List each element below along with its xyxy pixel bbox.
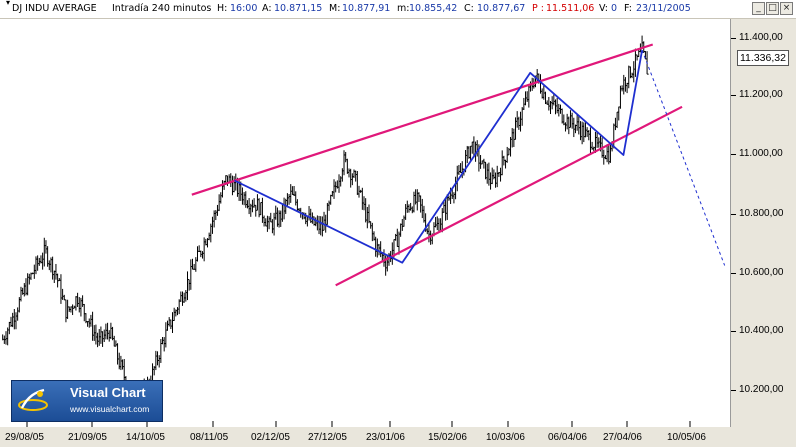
logo-swoosh-icon [18,388,48,411]
timeframe-label: Intradía 240 minutos [112,3,212,14]
volume-key: V: [599,3,608,14]
high-value: 10.877,91 [342,3,391,14]
projection-line [641,49,726,266]
open-key: A: [262,3,272,14]
price-axis[interactable]: 11.400,00 11.200,00 11.000,00 10.800,00 … [731,19,796,427]
x-tick-label: 02/12/05 [251,432,290,443]
open-value: 10.871,15 [274,3,323,14]
y-tick-label: 10.600,00 [731,267,784,278]
x-tick-label: 08/11/05 [190,432,229,443]
logo-name: Visual Chart [70,385,146,400]
x-tick-label: 23/01/06 [366,432,405,443]
instrument-name: DJ INDU AVERAGE [12,3,97,14]
visual-chart-logo: Visual Chart www.visualchart.com [11,380,163,422]
x-tick-label: 27/04/06 [603,432,642,443]
y-tick-label: 10.400,00 [731,325,784,336]
logo-url: www.visualchart.com [70,404,150,414]
volume-value: 0 [611,3,618,14]
date-axis[interactable]: 29/08/05 21/09/05 14/10/05 08/11/05 02/1… [0,427,796,447]
hour-value: 16:00 [230,3,258,14]
close-key: C: [464,3,474,14]
low-value: 10.855,42 [409,3,458,14]
price-value: 11.511,06 [546,3,595,14]
x-tick-label: 06/04/06 [548,432,587,443]
y-tick-label: 11.000,00 [731,148,783,159]
date-key: F: [624,3,632,14]
swing-line [234,50,643,264]
header-marker-icon: ▾ [6,0,11,7]
y-tick-label: 10.200,00 [731,384,784,395]
restore-button[interactable]: □ [766,2,779,15]
x-tick-label: 27/12/05 [308,432,347,443]
price-chart [2,35,726,427]
date-value: 23/11/2005 [636,3,691,14]
x-tick-label: 10/05/06 [667,432,706,443]
price-key: P : [532,3,544,14]
channel-upper-line [191,43,654,196]
x-tick-label: 15/02/06 [428,432,467,443]
window-buttons: _ □ × [752,2,794,15]
price-plot-area[interactable] [0,19,731,427]
x-tick-label: 14/10/05 [126,432,165,443]
last-price-label: 11.336,32 [737,50,789,66]
high-key: M: [329,3,341,14]
low-key: m: [397,3,410,14]
x-tick-label: 10/03/06 [486,432,525,443]
minimize-button[interactable]: _ [752,2,765,15]
close-value: 10.877,67 [477,3,526,14]
y-tick-label: 11.400,00 [731,32,783,43]
x-tick-label: 21/09/05 [68,432,107,443]
y-tick-label: 11.200,00 [731,89,783,100]
chart-header: DJ INDU AVERAGE ▾ Intradía 240 minutos H… [0,0,796,19]
y-tick-label: 10.800,00 [731,208,784,219]
channel-lower-line [335,105,683,287]
close-button[interactable]: × [780,2,793,15]
hour-key: H: [217,3,228,14]
x-tick-label: 29/08/05 [5,432,44,443]
